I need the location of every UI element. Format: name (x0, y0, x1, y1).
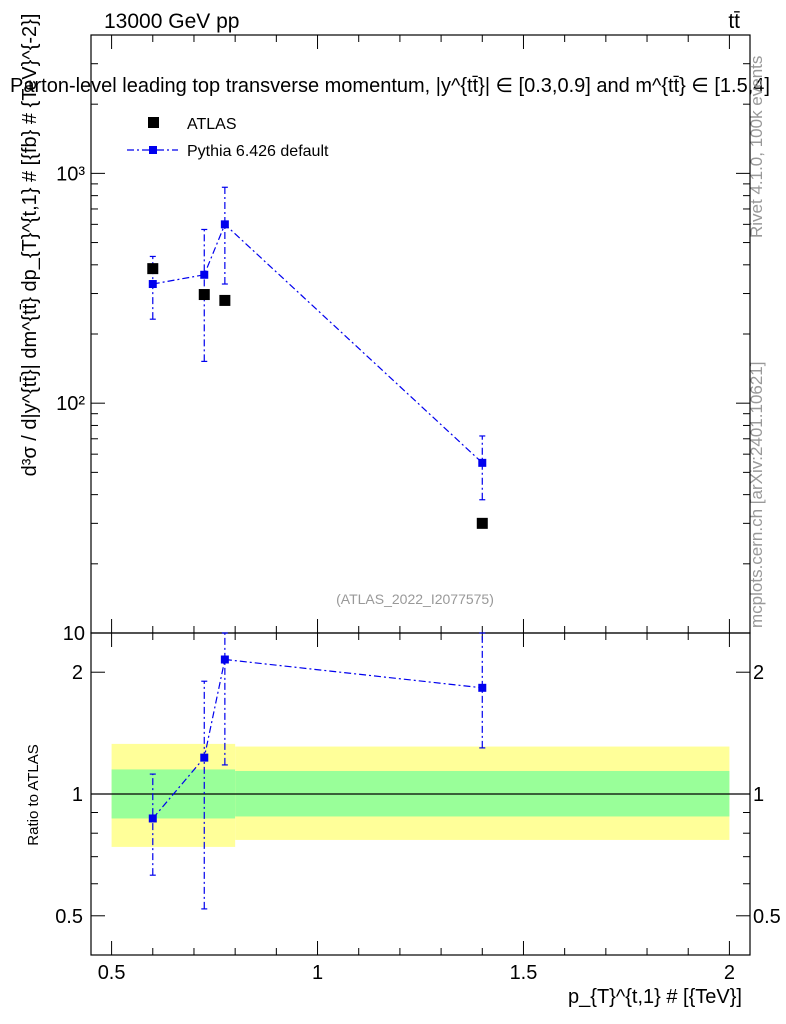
main-y-axis-label: d³σ / d|y^{tt̄}| dm^{tt̄} dp_{T}^{t,1} #… (19, 14, 41, 477)
mc-point (148, 280, 157, 289)
main-axis-tick-labels: 10 10² 10³ (56, 163, 85, 645)
ratio-y-tick-label: 1 (72, 784, 83, 806)
mc-series (148, 186, 487, 501)
ratio-axis-tick-labels: 0.5 0.5 1 1 2 2 (55, 662, 781, 928)
data-point (198, 289, 210, 301)
ratio-mc-point (478, 683, 487, 692)
ratio-y-tick-label-right: 0.5 (753, 906, 781, 928)
x-tick-label: 1.5 (510, 962, 538, 984)
ratio-mc-series (148, 632, 487, 910)
legend-data-label: ATLAS (187, 116, 237, 133)
ratio-mc-point (220, 655, 229, 664)
ratio-y-tick-label: 2 (72, 662, 83, 684)
mc-point (220, 220, 229, 229)
legend: ATLAS Pythia 6.426 default (127, 116, 329, 160)
y-tick-label: 10 (63, 623, 85, 645)
mc-point (200, 270, 209, 279)
energy-label: 13000 GeV pp (104, 10, 239, 33)
data-series (147, 263, 488, 529)
mc-line (152, 223, 483, 464)
ratio-mc-point (200, 753, 209, 762)
main-panel: 10 10² 10³ (ATLAS_2022_I2077575) d³σ / d|y… (19, 14, 751, 645)
ratio-y-tick-label-right: 2 (753, 662, 764, 684)
mc-point (478, 458, 487, 467)
process-label: tt̄ (728, 10, 740, 33)
ratio-panel: 0.5 0.5 1 1 2 2 0.5 1 1.5 2 Ratio to ATLAS p_{T}… (25, 632, 781, 1008)
analysis-watermark: (ATLAS_2022_I2077575) (336, 591, 494, 607)
data-point (476, 517, 488, 529)
data-point (147, 263, 159, 275)
legend-mc-label: Pythia 6.426 default (187, 143, 329, 160)
ratio-y-axis-label: Ratio to ATLAS (25, 744, 42, 845)
legend-data-marker (148, 117, 159, 128)
y-tick-label: 10³ (56, 163, 85, 185)
y-tick-label: 10² (56, 393, 85, 415)
mcplots-label: mcplots.cern.ch [arXiv:2401.10621] (747, 362, 766, 628)
x-tick-label: 0.5 (98, 962, 126, 984)
rivet-version-label: Rivet 4.1.0, 100k events (747, 56, 766, 238)
x-axis-label: p_{T}^{t,1} # [{TeV}] (568, 986, 742, 1008)
x-axis-tick-labels: 0.5 1 1.5 2 (98, 962, 735, 984)
ratio-y-tick-label: 0.5 (55, 906, 83, 928)
ratio-y-tick-label-right: 1 (753, 784, 764, 806)
data-point (219, 294, 231, 306)
plot-title: Parton-level leading top transverse mome… (10, 75, 770, 97)
x-tick-label: 1 (312, 962, 323, 984)
ratio-mc-point (148, 814, 157, 823)
x-tick-label: 2 (724, 962, 735, 984)
legend-mc-marker (149, 146, 157, 154)
